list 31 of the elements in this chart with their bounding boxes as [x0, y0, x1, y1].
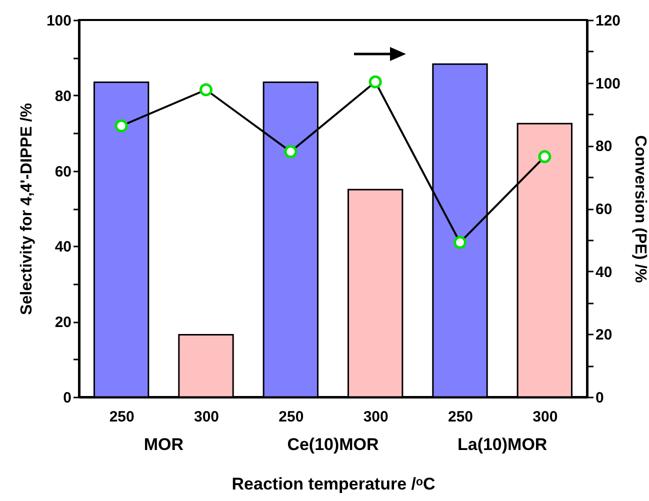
- y2-tick-label: 80: [596, 138, 612, 156]
- y-axis-title: Selectivity for 4,4'-DIPPE /%: [18, 103, 36, 315]
- point: [200, 83, 212, 96]
- y-tick-label: 80: [54, 88, 72, 105]
- text: Ce(10)MOR: [287, 435, 379, 454]
- y-tick-label: 60: [54, 163, 72, 180]
- y2-tick-label: 60: [596, 201, 612, 218]
- point: [538, 150, 552, 164]
- y2-tick-label: 20: [596, 326, 612, 344]
- y-tick-label: 20: [54, 314, 72, 332]
- x-tick-label: 300: [363, 408, 388, 426]
- y2-axis-title: Conversion (PE) /%: [632, 135, 649, 283]
- text: MOR: [144, 435, 184, 454]
- y-tick-label: 0: [63, 390, 72, 406]
- y-tick-label: 100: [46, 12, 72, 30]
- x-tick-label: 250: [109, 408, 134, 426]
- y2-tick-label: 40: [596, 264, 612, 281]
- x-tick-label: 250: [278, 408, 304, 426]
- x-tick-label: 250: [448, 408, 474, 426]
- x-tick-label: 300: [532, 408, 558, 426]
- x-axis-title: Reaction temperature /ᵒC: [232, 474, 436, 494]
- text: La(10)MOR: [457, 435, 548, 454]
- point: [114, 119, 128, 132]
- y2-tick-label: 100: [596, 75, 621, 92]
- x-tick-label: 300: [194, 408, 220, 426]
- y2-tick-label: 0: [596, 390, 604, 406]
- point: [368, 75, 382, 88]
- y-tick-label: 40: [54, 238, 72, 256]
- y2-tick-label: 120: [596, 12, 621, 30]
- point: [284, 145, 298, 158]
- point: [454, 236, 466, 249]
